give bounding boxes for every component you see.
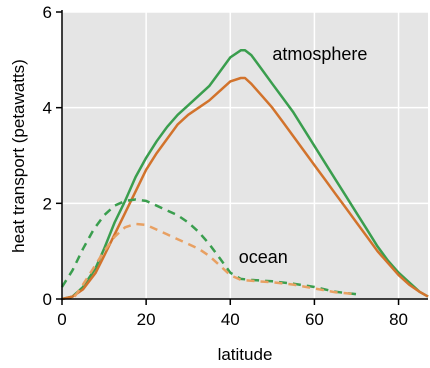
plot-area — [62, 12, 428, 299]
atmosphere-solid-line-1 — [61, 49, 429, 301]
x-tick-label-60: 60 — [305, 310, 324, 329]
ocean-dashed-line-4 — [73, 222, 357, 298]
annotations: atmosphere ocean — [239, 44, 368, 267]
y-axis-label: heat transport (petawatts) — [9, 59, 28, 253]
tick-labels: 0 20 40 60 80 0 2 4 6 — [43, 3, 408, 329]
x-tick-label-40: 40 — [221, 310, 240, 329]
x-axis-label: latitude — [218, 345, 273, 364]
x-tick-label-80: 80 — [389, 310, 408, 329]
x-tick-label-20: 20 — [137, 310, 156, 329]
y-tick-label-6: 6 — [43, 3, 52, 22]
series-lines — [60, 49, 429, 301]
axes — [56, 10, 428, 305]
atmosphere-label: atmosphere — [272, 44, 367, 64]
ocean-dashed-line-3 — [60, 198, 357, 296]
y-tick-label-4: 4 — [43, 99, 52, 118]
y-tick-label-2: 2 — [43, 194, 52, 213]
x-tick-label-0: 0 — [57, 310, 66, 329]
atmosphere-solid-line-2 — [61, 76, 429, 301]
ocean-label: ocean — [239, 247, 288, 267]
y-tick-label-0: 0 — [43, 290, 52, 309]
